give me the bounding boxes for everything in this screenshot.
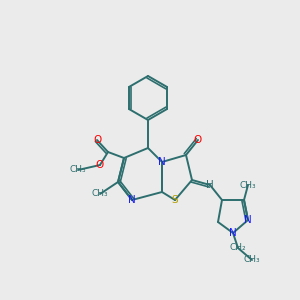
Text: CH₃: CH₃ <box>244 256 260 265</box>
Text: CH₃: CH₃ <box>92 190 108 199</box>
Text: N: N <box>244 215 252 225</box>
Text: O: O <box>194 135 202 145</box>
Text: CH₃: CH₃ <box>240 181 256 190</box>
Text: N: N <box>229 228 237 238</box>
Text: N: N <box>158 157 166 167</box>
Text: S: S <box>172 195 178 205</box>
Text: CH₃: CH₃ <box>70 166 86 175</box>
Text: CH₂: CH₂ <box>230 244 246 253</box>
Text: N: N <box>128 195 136 205</box>
Text: O: O <box>96 160 104 170</box>
Text: H: H <box>206 180 214 190</box>
Text: O: O <box>93 135 101 145</box>
